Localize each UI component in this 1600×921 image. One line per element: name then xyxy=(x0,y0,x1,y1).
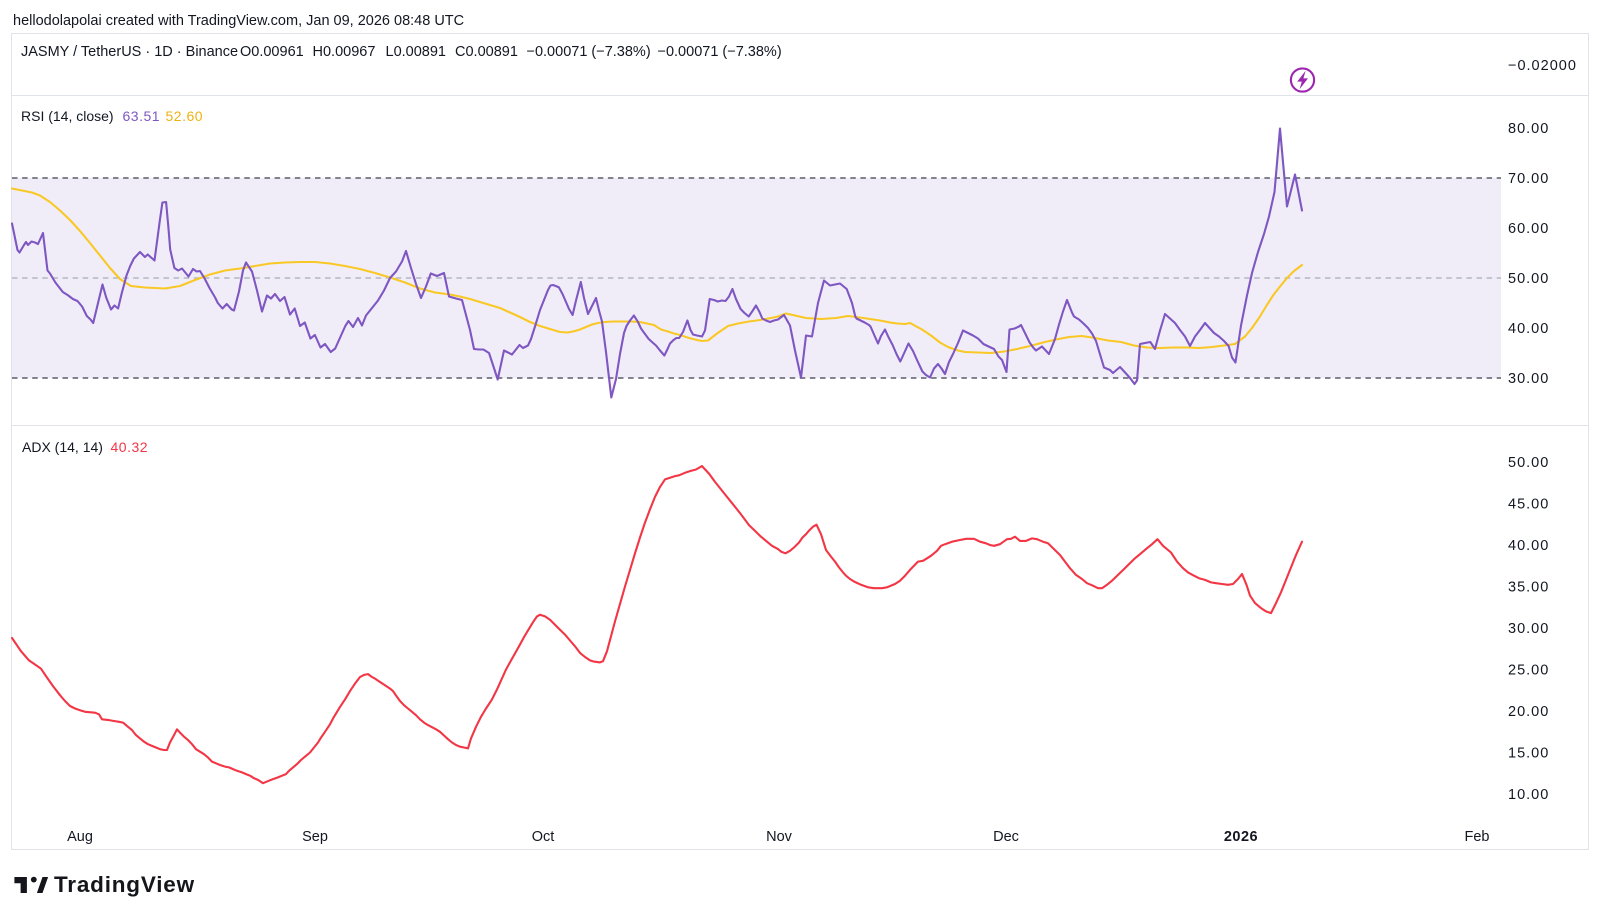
svg-text:50.00: 50.00 xyxy=(1508,271,1549,287)
svg-text:20.00: 20.00 xyxy=(1508,704,1549,720)
svg-text:60.00: 60.00 xyxy=(1508,221,1549,237)
svg-text:Aug: Aug xyxy=(67,829,93,845)
svg-text:80.00: 80.00 xyxy=(1508,121,1549,137)
svg-text:O0.00961: O0.00961 xyxy=(240,44,304,60)
svg-text:Oct: Oct xyxy=(532,829,555,845)
svg-text:−0.00071 (−7.38%): −0.00071 (−7.38%) xyxy=(658,44,782,60)
svg-text:TradingView: TradingView xyxy=(54,872,195,897)
svg-text:25.00: 25.00 xyxy=(1508,663,1549,679)
svg-text:ADX (14, 14): ADX (14, 14) xyxy=(22,439,103,455)
svg-text:Feb: Feb xyxy=(1465,829,1490,845)
svg-text:10.00: 10.00 xyxy=(1508,787,1549,803)
svg-text:C0.00891: C0.00891 xyxy=(455,44,518,60)
svg-text:45.00: 45.00 xyxy=(1508,497,1549,513)
svg-text:40.00: 40.00 xyxy=(1508,538,1549,554)
svg-text:Dec: Dec xyxy=(993,829,1019,845)
svg-text:40.00: 40.00 xyxy=(1508,321,1549,337)
svg-text:L0.00891: L0.00891 xyxy=(386,44,446,60)
svg-text:15.00: 15.00 xyxy=(1508,746,1549,762)
svg-text:hellodolapolai created with Tr: hellodolapolai created with TradingView.… xyxy=(13,13,464,29)
svg-text:Nov: Nov xyxy=(766,829,793,845)
svg-text:50.00: 50.00 xyxy=(1508,455,1549,471)
svg-text:−0.02000: −0.02000 xyxy=(1508,58,1577,74)
svg-text:H0.00967: H0.00967 xyxy=(313,44,376,60)
svg-text:40.32: 40.32 xyxy=(111,439,149,455)
svg-text:30.00: 30.00 xyxy=(1508,621,1549,637)
svg-text:70.00: 70.00 xyxy=(1508,171,1549,187)
svg-text:JASMY / TetherUS · 1D · Binanc: JASMY / TetherUS · 1D · Binance xyxy=(21,44,238,60)
svg-text:−0.00071 (−7.38%): −0.00071 (−7.38%) xyxy=(527,44,651,60)
svg-text:63.51: 63.51 xyxy=(123,108,161,124)
svg-text:52.60: 52.60 xyxy=(166,108,204,124)
svg-text:35.00: 35.00 xyxy=(1508,580,1549,596)
svg-text:2026: 2026 xyxy=(1224,829,1258,845)
svg-text:RSI (14, close): RSI (14, close) xyxy=(21,108,114,124)
svg-text:Sep: Sep xyxy=(302,829,328,845)
svg-text:30.00: 30.00 xyxy=(1508,371,1549,387)
